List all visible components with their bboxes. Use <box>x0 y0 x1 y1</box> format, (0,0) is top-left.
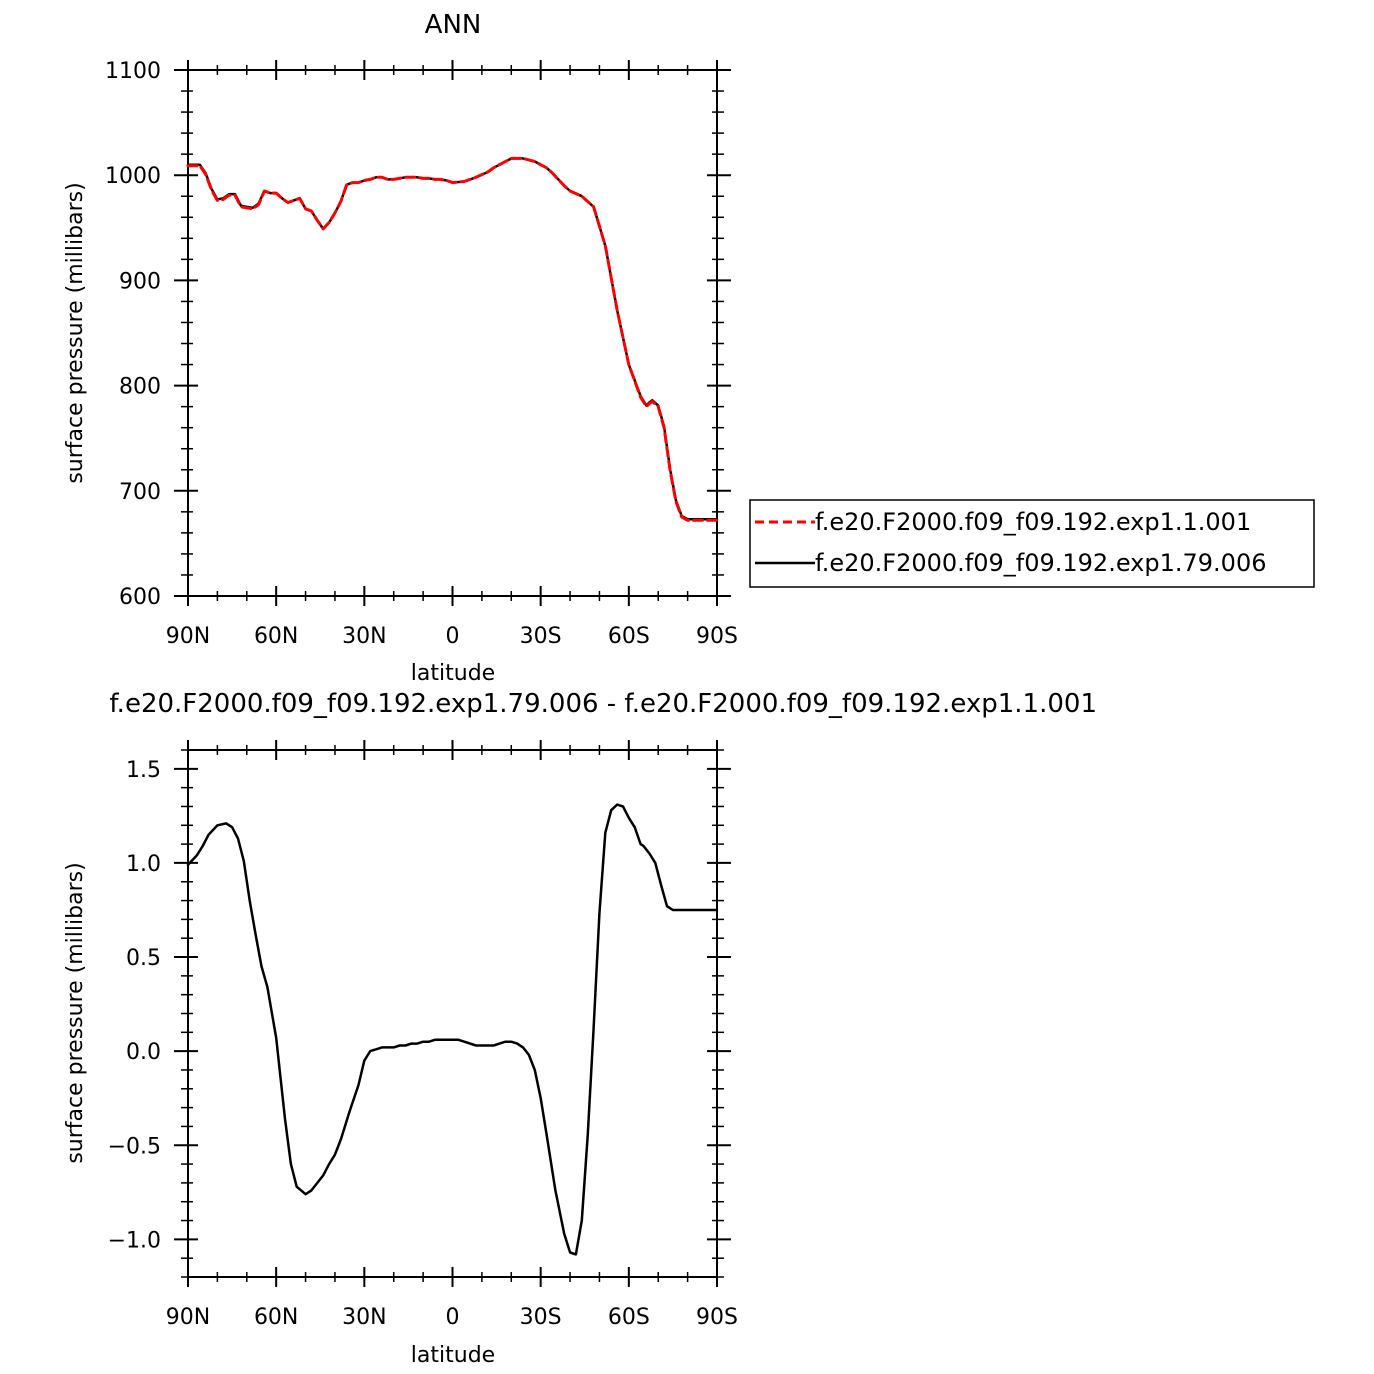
axis-ticks <box>174 60 731 606</box>
y-tick-label: 0.5 <box>126 946 161 971</box>
legend: f.e20.F2000.f09_f09.192.exp1.1.001 f.e20… <box>749 499 1315 588</box>
axis-ticks <box>174 740 731 1287</box>
x-axis-label: latitude <box>411 1343 495 1368</box>
y-tick-label: 1.5 <box>126 758 161 783</box>
y-tick-labels: −1.0 −0.5 0.0 0.5 1.0 1.5 <box>108 758 161 1254</box>
x-tick-labels: 90N 60N 30N 0 30S 60S 90S <box>166 624 738 649</box>
chart-title: f.e20.F2000.f09_f09.192.exp1.79.006 - f.… <box>109 689 1097 719</box>
x-tick-label: 90N <box>166 1305 210 1330</box>
y-axis-label: surface pressure (millibars) <box>63 182 88 483</box>
series-group <box>186 156 719 522</box>
x-axis-label: latitude <box>411 661 495 686</box>
bottom-chart: f.e20.F2000.f09_f09.192.exp1.79.006 - f.… <box>63 689 1097 1368</box>
y-tick-label: 1100 <box>105 59 161 84</box>
x-tick-label: 30S <box>520 624 562 649</box>
y-tick-labels: 600 700 800 900 1000 1100 <box>105 59 161 610</box>
legend-label-series-1: f.e20.F2000.f09_f09.192.exp1.1.001 <box>815 508 1251 536</box>
x-tick-label: 30N <box>342 624 386 649</box>
series-line-2 <box>186 157 719 521</box>
chart-title: ANN <box>425 10 482 40</box>
x-tick-label: 90S <box>696 1305 738 1330</box>
x-tick-label: 30S <box>520 1305 562 1330</box>
legend-box <box>749 499 1315 588</box>
x-tick-label: 0 <box>446 624 460 649</box>
y-tick-label: 0.0 <box>126 1040 161 1065</box>
x-tick-label: 0 <box>446 1305 460 1330</box>
x-tick-labels: 90N 60N 30N 0 30S 60S 90S <box>166 1305 738 1330</box>
y-tick-label: 600 <box>119 585 161 610</box>
y-tick-label: 1.0 <box>126 852 161 877</box>
legend-label-series-2: f.e20.F2000.f09_f09.192.exp1.79.006 <box>815 549 1266 577</box>
y-tick-label: −0.5 <box>108 1134 161 1159</box>
series-group <box>186 803 719 1256</box>
plot-frame <box>187 749 718 1278</box>
plot-frame <box>187 69 718 597</box>
x-tick-label: 90N <box>166 624 210 649</box>
y-tick-label: 900 <box>119 269 161 294</box>
x-tick-label: 60S <box>608 624 650 649</box>
y-tick-label: −1.0 <box>108 1228 161 1253</box>
series-line-1 <box>186 156 719 522</box>
x-tick-label: 60N <box>254 1305 298 1330</box>
x-tick-label: 30N <box>342 1305 386 1330</box>
top-chart: ANN 90N 60N 30N 0 30S 60S 90S 600 700 800 900 1000… <box>63 10 1315 686</box>
x-tick-label: 90S <box>696 624 738 649</box>
series-line-1 <box>186 803 719 1256</box>
x-tick-label: 60N <box>254 624 298 649</box>
x-tick-label: 60S <box>608 1305 650 1330</box>
y-tick-label: 700 <box>119 480 161 505</box>
y-tick-label: 1000 <box>105 164 161 189</box>
y-axis-label: surface pressure (millibars) <box>63 862 88 1163</box>
y-tick-label: 800 <box>119 375 161 400</box>
